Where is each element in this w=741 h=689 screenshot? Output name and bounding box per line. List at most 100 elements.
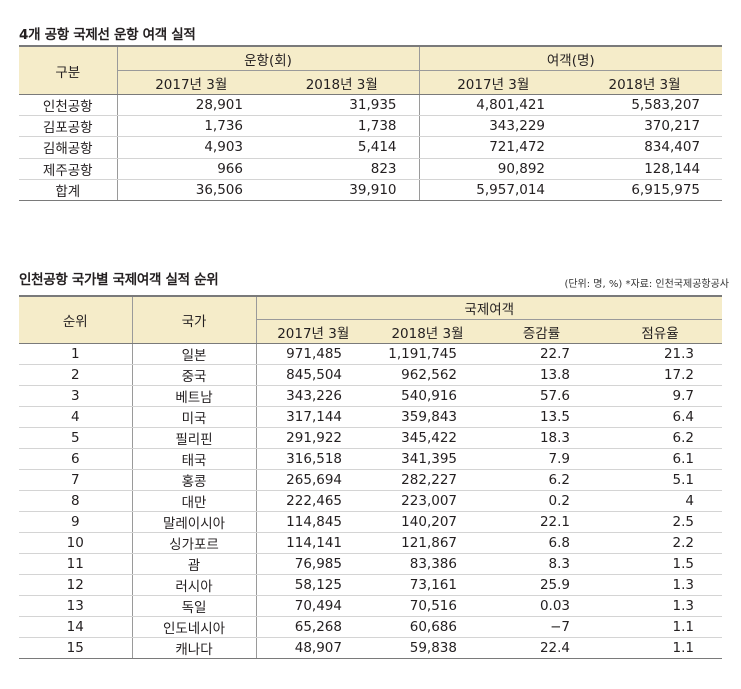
cell-country: 싱가포르 <box>131 532 256 554</box>
cell-airport: 김포공항 <box>19 115 117 138</box>
header-flights-group: 운항(회) <box>116 45 420 71</box>
cell-rank: 4 <box>19 406 132 428</box>
header-rank: 순위 <box>19 295 132 344</box>
cell-growth: 8.3 <box>485 553 598 575</box>
table2-title: 인천공항 국가별 국제여객 실적 순위 <box>19 272 219 288</box>
cell-country: 필리핀 <box>131 427 256 449</box>
cell-passengers-2017: 5,957,014 <box>418 179 568 201</box>
cell-2018: 1,191,745 <box>370 343 485 365</box>
cell-growth: 22.7 <box>485 343 598 365</box>
cell-passengers-2017: 4,801,421 <box>418 94 568 117</box>
header-flights-2018: 2018년 3월 <box>265 70 420 95</box>
table-row: 김해공항 4,903 5,414 721,472 834,407 <box>19 136 723 159</box>
table-row: 13 독일 70,494 70,516 0.03 1.3 <box>19 595 722 617</box>
cell-passengers-2018: 5,583,207 <box>567 94 723 117</box>
cell-2017: 317,144 <box>255 406 370 428</box>
cell-2017: 58,125 <box>255 574 370 596</box>
table-row: 11 괌 76,985 83,386 8.3 1.5 <box>19 553 722 575</box>
cell-share: 6.4 <box>598 406 722 428</box>
table-row: 12 러시아 58,125 73,161 25.9 1.3 <box>19 574 722 596</box>
cell-2018: 341,395 <box>370 448 485 470</box>
table-row: 7 홍콩 265,694 282,227 6.2 5.1 <box>19 469 722 491</box>
header-growth: 증감률 <box>485 319 598 344</box>
table1-title: 4개 공항 국제선 운항 여객 실적 <box>19 27 196 43</box>
cell-growth: −7 <box>485 616 598 638</box>
cell-2018: 60,686 <box>370 616 485 638</box>
cell-growth: 0.2 <box>485 490 598 512</box>
header-category: 구분 <box>19 45 117 95</box>
cell-2018: 121,867 <box>370 532 485 554</box>
table-row: 제주공항 966 823 90,892 128,144 <box>19 158 723 180</box>
cell-passengers-2018: 6,915,975 <box>567 179 723 201</box>
cell-rank: 7 <box>19 469 132 491</box>
cell-rank: 10 <box>19 532 132 554</box>
table-row: 5 필리핀 291,922 345,422 18.3 6.2 <box>19 427 722 449</box>
header-country: 국가 <box>131 295 256 344</box>
cell-2018: 70,516 <box>370 595 485 617</box>
cell-passengers-2017: 721,472 <box>418 136 568 159</box>
table-row: 1 일본 971,485 1,191,745 22.7 21.3 <box>19 343 722 365</box>
cell-2017: 265,694 <box>255 469 370 491</box>
cell-2018: 359,843 <box>370 406 485 428</box>
airport-traffic-table: 구분 운항(회) 여객(명) 2017년 3월 2018년 3월 2017년 3… <box>19 45 723 201</box>
source-note: (단위: 명, %) *자료: 인천국제공항공사 <box>564 279 729 290</box>
cell-share: 2.5 <box>598 511 722 533</box>
cell-growth: 22.4 <box>485 637 598 659</box>
cell-growth: 13.8 <box>485 364 598 386</box>
cell-growth: 22.1 <box>485 511 598 533</box>
cell-passengers-2017: 90,892 <box>418 158 568 180</box>
cell-airport: 인천공항 <box>19 94 117 117</box>
header-passenger-group: 국제여객 <box>255 295 722 320</box>
cell-country: 미국 <box>131 406 256 428</box>
table-row: 6 태국 316,518 341,395 7.9 6.1 <box>19 448 722 470</box>
cell-share: 17.2 <box>598 364 722 386</box>
cell-passengers-2017: 343,229 <box>418 115 568 138</box>
cell-flights-2018: 1,738 <box>265 115 420 138</box>
table-row: 2 중국 845,504 962,562 13.8 17.2 <box>19 364 722 386</box>
cell-rank: 6 <box>19 448 132 470</box>
cell-growth: 57.6 <box>485 385 598 407</box>
cell-country: 캐나다 <box>131 637 256 659</box>
table-row: 3 베트남 343,226 540,916 57.6 9.7 <box>19 385 722 407</box>
table-row: 9 말레이시아 114,845 140,207 22.1 2.5 <box>19 511 722 533</box>
cell-growth: 25.9 <box>485 574 598 596</box>
cell-rank: 9 <box>19 511 132 533</box>
table-row: 김포공항 1,736 1,738 343,229 370,217 <box>19 115 723 138</box>
cell-flights-2018: 31,935 <box>265 94 420 117</box>
cell-2018: 59,838 <box>370 637 485 659</box>
cell-airport: 제주공항 <box>19 158 117 180</box>
table-row: 14 인도네시아 65,268 60,686 −7 1.1 <box>19 616 722 638</box>
cell-flights-2017: 4,903 <box>116 136 265 159</box>
cell-flights-2018: 5,414 <box>265 136 420 159</box>
cell-2017: 316,518 <box>255 448 370 470</box>
cell-country: 대만 <box>131 490 256 512</box>
cell-growth: 18.3 <box>485 427 598 449</box>
cell-2017: 65,268 <box>255 616 370 638</box>
cell-share: 9.7 <box>598 385 722 407</box>
table-row: 4 미국 317,144 359,843 13.5 6.4 <box>19 406 722 428</box>
cell-growth: 6.8 <box>485 532 598 554</box>
cell-share: 21.3 <box>598 343 722 365</box>
cell-2017: 114,845 <box>255 511 370 533</box>
cell-2018: 540,916 <box>370 385 485 407</box>
cell-growth: 13.5 <box>485 406 598 428</box>
cell-rank: 14 <box>19 616 132 638</box>
table-row: 10 싱가포르 114,141 121,867 6.8 2.2 <box>19 532 722 554</box>
cell-share: 1.5 <box>598 553 722 575</box>
cell-share: 1.1 <box>598 616 722 638</box>
cell-country: 인도네시아 <box>131 616 256 638</box>
header-2017: 2017년 3월 <box>255 319 370 344</box>
cell-2018: 73,161 <box>370 574 485 596</box>
cell-growth: 6.2 <box>485 469 598 491</box>
cell-growth: 0.03 <box>485 595 598 617</box>
cell-country: 일본 <box>131 343 256 365</box>
cell-country: 독일 <box>131 595 256 617</box>
cell-2017: 343,226 <box>255 385 370 407</box>
cell-rank: 15 <box>19 637 132 659</box>
cell-passengers-2018: 128,144 <box>567 158 723 180</box>
cell-flights-2017: 28,901 <box>116 94 265 117</box>
cell-country: 중국 <box>131 364 256 386</box>
cell-passengers-2018: 370,217 <box>567 115 723 138</box>
cell-rank: 11 <box>19 553 132 575</box>
table-row: 합계 36,506 39,910 5,957,014 6,915,975 <box>19 179 723 201</box>
